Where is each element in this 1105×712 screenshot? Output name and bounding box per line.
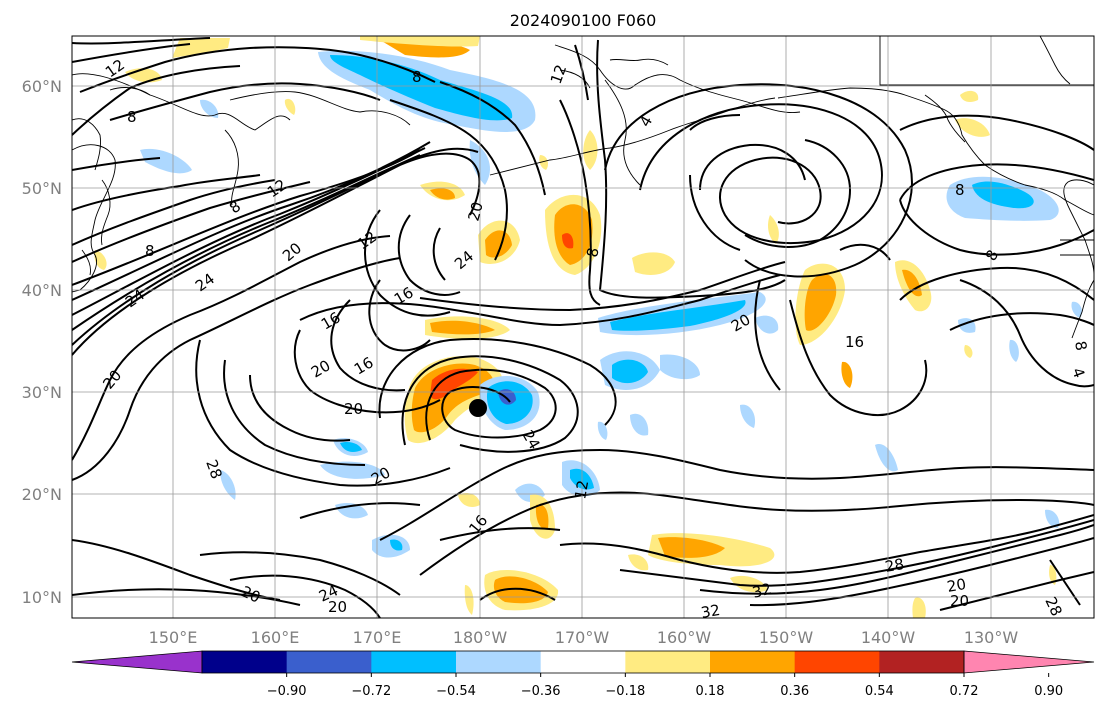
lon-label: 170°W — [555, 628, 610, 647]
latitude-labels: 60°N 50°N 40°N 30°N 20°N 10°N — [22, 77, 62, 607]
lon-label: 150°E — [149, 628, 198, 647]
gridlines — [72, 36, 1094, 618]
lon-label: 160°W — [657, 628, 712, 647]
colorbar: −0.90 −0.72 −0.54 −0.36 −0.18 0.18 0.36 0.54 0.7… — [71, 650, 1095, 699]
colorbar-bin — [710, 651, 796, 673]
colorbar-bin — [456, 651, 542, 673]
contour-label: 28 — [1041, 594, 1065, 619]
colorbar-bin — [625, 651, 711, 673]
contour-label: 20 — [328, 598, 347, 616]
map-frame — [71, 35, 1095, 619]
lat-label: 10°N — [22, 588, 62, 607]
lat-label: 20°N — [22, 485, 62, 504]
colorbar-extend-high — [963, 650, 1095, 674]
lat-label: 60°N — [22, 77, 62, 96]
contour-label: 20 — [950, 592, 969, 610]
colorbar-label: 0.54 — [865, 684, 894, 699]
contour-label: 8 — [145, 242, 155, 260]
lon-label: 130°W — [964, 628, 1019, 647]
contour-label: 32 — [700, 601, 722, 622]
shaded-anomalies — [94, 36, 1083, 618]
lon-label: 170°E — [353, 628, 402, 647]
colorbar-label: −0.54 — [436, 684, 476, 699]
lon-label: 160°E — [251, 628, 300, 647]
lon-label: 180°W — [453, 628, 508, 647]
colorbar-bin — [540, 651, 626, 673]
storm-center-marker — [469, 399, 487, 417]
colorbar-bin — [371, 651, 457, 673]
colorbar-label: 0.90 — [1034, 684, 1063, 699]
colorbar-bin — [794, 651, 880, 673]
contour-label: 12 — [547, 62, 570, 86]
lon-label: 140°W — [861, 628, 916, 647]
lat-label: 30°N — [22, 383, 62, 402]
colorbar-label: −0.36 — [521, 684, 561, 699]
lat-label: 50°N — [22, 179, 62, 198]
contour-label: 28 — [884, 555, 906, 576]
map-area: 12 8 8 12 4 8 8 12 20 8 12 20 24 24 24 1… — [72, 36, 1094, 622]
contour-label: 8 — [127, 108, 137, 126]
colorbar-label: −0.18 — [605, 684, 645, 699]
contour-label: 20 — [464, 200, 486, 223]
contour-label: 32 — [750, 580, 773, 602]
colorbar-label: 0.72 — [950, 684, 979, 699]
contour-lines — [72, 37, 1094, 618]
colorbar-label: −0.90 — [267, 684, 307, 699]
plot-title: 2024090100 F060 — [510, 11, 657, 30]
contour-label: 8 — [955, 181, 965, 199]
contour-label: 8 — [412, 68, 422, 86]
contour-label: 8 — [1071, 340, 1090, 353]
colorbar-frame — [201, 650, 965, 674]
lon-label: 150°W — [759, 628, 814, 647]
contour-label: 20 — [344, 400, 363, 418]
colorbar-extend-low — [71, 650, 203, 674]
colorbar-label: 0.18 — [696, 684, 725, 699]
longitude-labels: 150°E 160°E 170°E 180°W 170°W 160°W 150°… — [149, 628, 1019, 647]
colorbar-bin — [879, 651, 965, 673]
contour-label: 28 — [202, 457, 225, 481]
contour-label: 12 — [571, 479, 592, 501]
colorbar-bin — [202, 651, 288, 673]
colorbar-bin — [286, 651, 372, 673]
colorbar-label: −0.72 — [351, 684, 391, 699]
colorbar-label: 0.36 — [780, 684, 809, 699]
lat-label: 40°N — [22, 281, 62, 300]
contour-label: 16 — [845, 333, 864, 351]
contour-label: 20 — [946, 575, 968, 596]
contour-label: 8 — [583, 246, 602, 259]
